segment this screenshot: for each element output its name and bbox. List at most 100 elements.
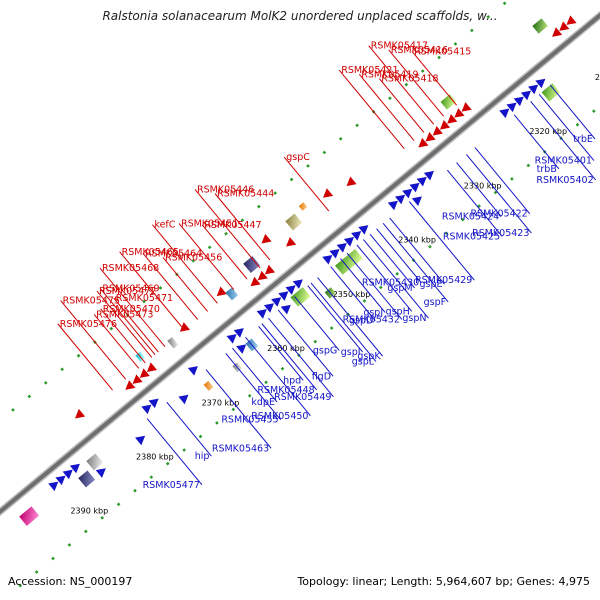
- reverse-gene-leader: [338, 69, 405, 150]
- forward-gene-label: gspF: [424, 297, 446, 308]
- forward-gene-leader: [340, 258, 386, 313]
- reverse-tick: [388, 96, 392, 101]
- forward-gene-label: trbE: [573, 134, 593, 145]
- forward-gene-leader: [456, 162, 502, 217]
- reverse-tick: [207, 245, 212, 250]
- reverse-gene-leader: [113, 297, 159, 353]
- forward-gene-arrow: [280, 304, 291, 315]
- forward-gene-arrow: [135, 435, 146, 446]
- forward-gene-label: RSMK05401: [535, 156, 592, 167]
- forward-gene-label: gspM: [387, 283, 412, 294]
- kbp-label: 2380 kbp: [136, 452, 174, 461]
- forward-gene-label: hip: [195, 451, 210, 462]
- forward-gene-arrow: [62, 469, 73, 480]
- kbp-label: 2390 kbp: [70, 507, 108, 516]
- reverse-gene-arrow: [125, 380, 136, 390]
- reverse-tick: [142, 299, 146, 304]
- reverse-gene-leader: [162, 257, 208, 312]
- reverse-tick: [338, 137, 343, 141]
- reverse-gene-leader: [99, 288, 156, 356]
- reverse-gene-arrow: [257, 270, 268, 281]
- forward-gene-leader: [258, 326, 304, 381]
- reverse-tick: [404, 82, 409, 87]
- kbp-label: 2370 kbp: [202, 398, 240, 407]
- reverse-gene-arrow: [425, 131, 436, 142]
- reverse-gene-arrow: [264, 264, 276, 275]
- feature-box-green: [541, 83, 561, 102]
- forward-tick: [100, 516, 105, 520]
- reverse-gene-leader: [411, 51, 458, 106]
- reverse-gene-label: RSMK05444: [217, 189, 274, 200]
- reverse-tick: [224, 231, 228, 236]
- forward-gene-arrow: [395, 194, 406, 205]
- feature-box-navy: [243, 256, 261, 274]
- reverse-gene-leader: [57, 323, 113, 391]
- forward-gene-leader: [330, 266, 376, 321]
- feature-box-gray: [167, 337, 179, 349]
- reverse-tick: [256, 204, 261, 209]
- kbp-label: 2330 kbp: [464, 181, 502, 190]
- forward-gene-arrow: [148, 398, 159, 409]
- forward-gene-leader: [294, 296, 340, 351]
- forward-gene-label: gspJ: [363, 307, 383, 318]
- reverse-tick: [437, 55, 441, 60]
- reverse-gene-label: RSMK05421: [341, 65, 398, 76]
- reverse-gene-leader: [93, 314, 140, 369]
- reverse-tick: [60, 367, 64, 372]
- reverse-gene-label: RSMK05447: [204, 220, 261, 231]
- forward-gene-arrow: [256, 309, 267, 319]
- reverse-tick: [109, 326, 114, 331]
- forward-gene-leader: [166, 401, 212, 457]
- map-title: Ralstonia solanacearum MolK2 unordered u…: [102, 9, 497, 23]
- reverse-tick: [43, 381, 48, 385]
- forward-tick: [34, 570, 39, 574]
- forward-gene-arrow: [48, 481, 59, 492]
- forward-tick: [51, 556, 55, 561]
- reverse-tick: [486, 15, 491, 19]
- forward-gene-leader: [268, 317, 334, 398]
- forward-tick: [215, 421, 219, 425]
- reverse-tick: [191, 259, 196, 263]
- forward-gene-leader: [369, 233, 416, 289]
- forward-gene-label: RSMK05450: [251, 411, 308, 422]
- feature-box-navy: [78, 470, 96, 488]
- reverse-tick: [27, 394, 32, 399]
- forward-gene-label: RSMK05424: [442, 212, 499, 223]
- forward-gene-leader: [538, 93, 595, 161]
- forward-gene-label: gspE: [419, 279, 442, 290]
- reverse-gene-label: RSMK05473: [96, 309, 153, 320]
- forward-gene-label: trbB: [537, 164, 557, 175]
- forward-gene-leader: [261, 323, 318, 391]
- forward-gene-label: gspL: [352, 357, 375, 368]
- reverse-gene-leader: [99, 267, 166, 347]
- forward-tick: [444, 231, 449, 236]
- forward-tick: [247, 394, 252, 398]
- reverse-gene-leader: [214, 193, 271, 261]
- forward-gene-arrow: [416, 176, 427, 187]
- forward-gene-arrow: [528, 84, 539, 95]
- reverse-gene-arrow: [346, 176, 357, 187]
- reverse-gene-arrow: [146, 362, 158, 372]
- forward-gene-arrow: [411, 196, 422, 206]
- forward-tick: [231, 407, 236, 412]
- forward-gene-arrow: [520, 90, 531, 101]
- forward-gene-label: RSMK05423: [472, 228, 529, 239]
- forward-gene-leader: [317, 277, 383, 357]
- forward-gene-leader: [146, 418, 203, 486]
- feature-box-darkgreen: [532, 18, 548, 34]
- reverse-gene-leader: [358, 74, 415, 141]
- reverse-tick: [470, 28, 474, 33]
- forward-gene-leader: [513, 114, 560, 170]
- reverse-gene-label: RSMK05472: [99, 286, 156, 297]
- forward-gene-arrow: [535, 78, 546, 89]
- forward-tick: [395, 272, 400, 276]
- forward-tick: [378, 285, 383, 290]
- forward-gene-label: hpd: [283, 375, 301, 386]
- reverse-gene-leader: [378, 78, 425, 133]
- forward-tick: [280, 366, 285, 371]
- reverse-gene-label: RSMK05417: [371, 41, 428, 52]
- forward-tick: [67, 543, 72, 547]
- forward-gene-arrow: [141, 404, 152, 415]
- reverse-gene-label: RSMK05465: [122, 247, 179, 258]
- forward-tick: [165, 461, 170, 466]
